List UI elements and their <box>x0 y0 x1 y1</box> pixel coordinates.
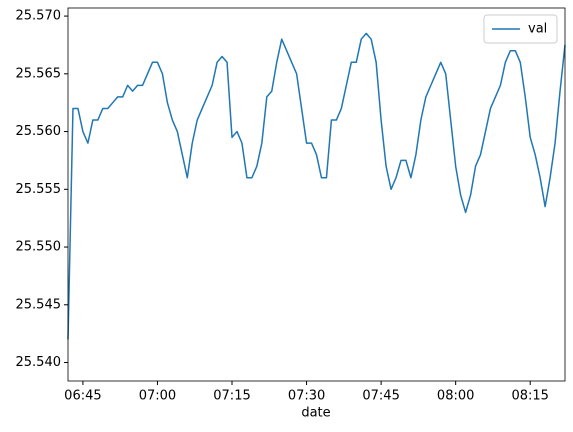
legend-box <box>483 14 558 44</box>
y-tick-label: 25.545 <box>16 297 62 312</box>
x-tick-label: 07:45 <box>362 389 399 404</box>
x-tick-label: 06:45 <box>64 389 101 404</box>
y-tick-label: 25.565 <box>16 66 62 81</box>
x-tick-label: 07:15 <box>213 389 250 404</box>
legend-label: val <box>528 22 547 37</box>
x-tick-label: 07:00 <box>139 389 176 404</box>
x-tick-label: 07:30 <box>288 389 325 404</box>
y-tick-label: 25.570 <box>16 9 62 24</box>
data-line <box>67 32 566 340</box>
y-tick-label: 25.555 <box>16 182 62 197</box>
x-axis-label: date <box>301 406 330 421</box>
y-tick-label: 25.560 <box>16 124 62 139</box>
y-tick-label: 25.540 <box>16 355 62 370</box>
x-tick-label: 08:15 <box>511 389 548 404</box>
y-tick-label: 25.550 <box>16 240 62 255</box>
x-tick-label: 08:00 <box>437 389 474 404</box>
plot-frame <box>67 7 566 382</box>
